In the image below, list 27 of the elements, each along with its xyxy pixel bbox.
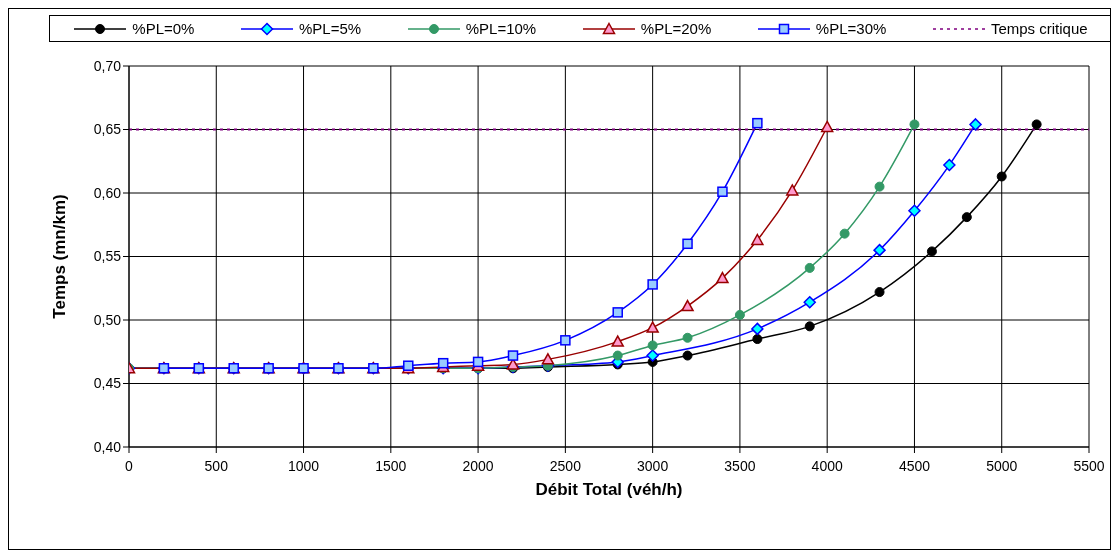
x-tick-label: 3000: [637, 457, 669, 474]
y-tick-label: 0,40: [93, 438, 122, 455]
x-tick-label: 2500: [549, 457, 582, 474]
legend-label: %PL=5%: [299, 20, 362, 37]
x-tick-label: 1000: [287, 457, 320, 474]
x-tick-label: 4500: [898, 457, 931, 474]
y-tick-label: 0,55: [93, 248, 122, 265]
x-tick-label: 5000: [986, 457, 1018, 474]
y-axis-title: Temps (mn/km): [50, 194, 70, 319]
legend-label: %PL=10%: [465, 20, 537, 37]
y-tick-label: 0,45: [93, 375, 122, 392]
legend-label: %PL=0%: [132, 20, 195, 37]
x-tick-label: 500: [204, 457, 229, 474]
x-tick-label: 4000: [811, 457, 843, 474]
x-tick-label: 5500: [1073, 457, 1105, 474]
x-tick-label: 0: [125, 457, 134, 474]
y-tick-label: 0,50: [93, 311, 122, 328]
legend-label: Temps critique: [990, 20, 1088, 37]
legend-label: %PL=20%: [640, 20, 712, 37]
y-tick-label: 0,65: [93, 121, 122, 138]
x-tick-label: 1500: [375, 457, 407, 474]
x-axis-title: Débit Total (véh/h): [535, 480, 683, 499]
y-tick-label: 0,70: [93, 57, 122, 74]
x-tick-label: 3500: [724, 457, 756, 474]
x-tick-label: 2000: [462, 457, 494, 474]
legend-label: %PL=30%: [815, 20, 887, 37]
y-tick-label: 0,60: [93, 184, 122, 201]
